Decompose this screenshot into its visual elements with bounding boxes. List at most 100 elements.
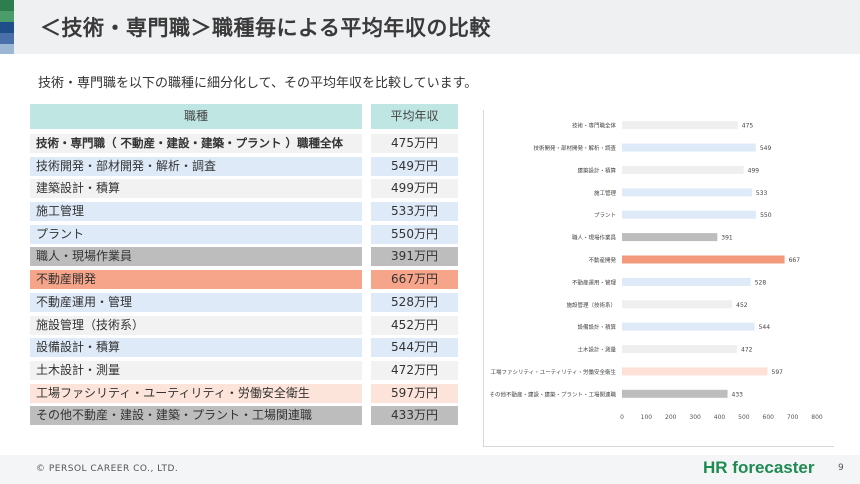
data-label: 550 bbox=[760, 212, 772, 219]
accent-stripe-1 bbox=[0, 0, 14, 11]
x-tick-label: 100 bbox=[641, 414, 653, 421]
category-label: 不動産開発 bbox=[588, 256, 616, 264]
data-label: 499 bbox=[748, 167, 760, 174]
table-row: 施設管理（技術系） 452万円 bbox=[30, 315, 460, 335]
job-cell: 職人・現場作業員 bbox=[30, 247, 362, 267]
table-row: 土木設計・測量 472万円 bbox=[30, 360, 460, 380]
chart-bar bbox=[622, 367, 768, 376]
table-row: 建築設計・積算 499万円 bbox=[30, 179, 460, 199]
job-cell: 不動産開発 bbox=[30, 270, 362, 290]
category-label: 施工管理 bbox=[594, 189, 617, 197]
job-cell: 土木設計・測量 bbox=[30, 360, 362, 380]
table-row: 技術・専門職（ 不動産・建設・建築・プラント ）職種全体 475万円 bbox=[30, 134, 460, 153]
table-header: 職種 平均年収 bbox=[30, 104, 460, 129]
data-label: 533 bbox=[756, 190, 768, 197]
column-header-job: 職種 bbox=[30, 104, 362, 129]
salary-cell: 528万円 bbox=[371, 292, 458, 312]
data-label: 528 bbox=[755, 279, 767, 286]
salary-cell: 499万円 bbox=[371, 179, 458, 199]
accent-stripe-2 bbox=[0, 11, 14, 22]
category-label: 技術開発・部材開発・解析・調査 bbox=[533, 144, 616, 152]
job-cell: 施設管理（技術系） bbox=[30, 315, 362, 335]
table-row: その他不動産・建設・建築・プラント・工場関連職 433万円 bbox=[30, 406, 460, 426]
category-label: 不動産運用・管理 bbox=[572, 278, 617, 286]
job-cell: 設備設計・積算 bbox=[30, 338, 362, 358]
salary-cell: 550万円 bbox=[371, 224, 458, 244]
chart-bar bbox=[622, 143, 756, 152]
data-label: 475 bbox=[742, 123, 754, 130]
salary-cell: 533万円 bbox=[371, 202, 458, 222]
chart-canvas: 技術・専門職全体 475 技術開発・部材開発・解析・調査 549 建築設計・積算 499 施… bbox=[489, 121, 823, 421]
salary-cell: 475万円 bbox=[371, 134, 458, 153]
job-cell: 技術開発・部材開発・解析・調査 bbox=[30, 156, 362, 176]
salary-cell: 391万円 bbox=[371, 247, 458, 267]
data-label: 433 bbox=[732, 391, 744, 398]
salary-table: 職種 平均年収 技術・専門職（ 不動産・建設・建築・プラント ）職種全体 475万… bbox=[30, 104, 460, 429]
job-cell: 工場ファシリティ・ユーティリティ・労働安全衛生 bbox=[30, 383, 362, 403]
accent-stripe-3 bbox=[0, 22, 14, 33]
table-row: プラント 550万円 bbox=[30, 224, 460, 244]
page-number: 9 bbox=[838, 463, 844, 473]
x-tick-label: 200 bbox=[665, 414, 677, 421]
x-tick-label: 400 bbox=[714, 414, 726, 421]
x-tick-label: 700 bbox=[787, 414, 799, 421]
job-cell: 不動産運用・管理 bbox=[30, 292, 362, 312]
accent-stripe-5 bbox=[0, 44, 14, 54]
table-body: 技術・専門職（ 不動産・建設・建築・プラント ）職種全体 475万円 技術開発・部材… bbox=[30, 134, 460, 426]
column-header-salary: 平均年収 bbox=[371, 104, 458, 129]
page-title: ＜技術・専門職＞職種毎による平均年収の比較 bbox=[40, 16, 491, 40]
chart-bar bbox=[622, 121, 738, 130]
x-tick-label: 500 bbox=[738, 414, 750, 421]
chart-bar bbox=[622, 277, 751, 286]
data-label: 391 bbox=[721, 235, 733, 242]
salary-cell: 597万円 bbox=[371, 383, 458, 403]
data-label: 549 bbox=[760, 145, 772, 152]
chart-bar bbox=[622, 345, 738, 354]
data-label: 452 bbox=[736, 302, 748, 309]
data-label: 667 bbox=[789, 257, 801, 264]
job-cell: 施工管理 bbox=[30, 202, 362, 222]
chart-bar bbox=[622, 233, 718, 242]
category-label: 職人・現場作業員 bbox=[572, 234, 617, 242]
hr-forecaster-logo: HR forecaster bbox=[703, 458, 815, 477]
salary-cell: 452万円 bbox=[371, 315, 458, 335]
footer bbox=[0, 455, 860, 484]
salary-cell: 544万円 bbox=[371, 338, 458, 358]
chart-bar bbox=[622, 389, 728, 398]
job-cell: 建築設計・積算 bbox=[30, 179, 362, 199]
data-label: 544 bbox=[759, 324, 771, 331]
table-row: 不動産運用・管理 528万円 bbox=[30, 292, 460, 312]
salary-cell: 667万円 bbox=[371, 270, 458, 290]
category-label: プラント bbox=[594, 212, 616, 219]
table-row: 職人・現場作業員 391万円 bbox=[30, 247, 460, 267]
data-label: 472 bbox=[741, 347, 753, 354]
salary-bar-chart: 技術・専門職全体 475 技術開発・部材開発・解析・調査 549 建築設計・積算 499 施… bbox=[483, 110, 834, 447]
x-tick-label: 0 bbox=[620, 414, 624, 421]
category-label: その他不動産・建設・建築・プラント・工場関連職 bbox=[489, 390, 616, 398]
copyright: © PERSOL CAREER CO., LTD. bbox=[36, 464, 179, 474]
x-tick-label: 600 bbox=[763, 414, 775, 421]
chart-bar bbox=[622, 322, 755, 331]
chart-bar bbox=[622, 188, 752, 197]
title-bar bbox=[0, 0, 860, 54]
salary-cell: 549万円 bbox=[371, 156, 458, 176]
chart-bar bbox=[622, 165, 744, 174]
table-row: 設備設計・積算 544万円 bbox=[30, 338, 460, 358]
chart-bar bbox=[622, 300, 733, 309]
table-row: 不動産開発 667万円 bbox=[30, 270, 460, 290]
job-cell: その他不動産・建設・建築・プラント・工場関連職 bbox=[30, 406, 362, 426]
job-cell: プラント bbox=[30, 224, 362, 244]
category-label: 施設管理（技術系） bbox=[566, 301, 616, 309]
table-row: 工場ファシリティ・ユーティリティ・労働安全衛生 597万円 bbox=[30, 383, 460, 403]
category-label: 技術・専門職全体 bbox=[572, 122, 617, 130]
x-tick-label: 800 bbox=[811, 414, 823, 421]
job-cell: 技術・専門職（ 不動産・建設・建築・プラント ）職種全体 bbox=[30, 134, 362, 153]
data-label: 597 bbox=[772, 369, 784, 376]
chart-bar bbox=[622, 210, 757, 219]
category-label: 設備設計・積算 bbox=[577, 323, 616, 331]
page-description: 技術・専門職を以下の職種に細分化して、その平均年収を比較しています。 bbox=[38, 76, 478, 91]
chart-bar bbox=[622, 255, 785, 264]
salary-cell: 472万円 bbox=[371, 360, 458, 380]
category-label: 土木設計・測量 bbox=[577, 346, 616, 354]
category-label: 建築設計・積算 bbox=[577, 166, 616, 174]
